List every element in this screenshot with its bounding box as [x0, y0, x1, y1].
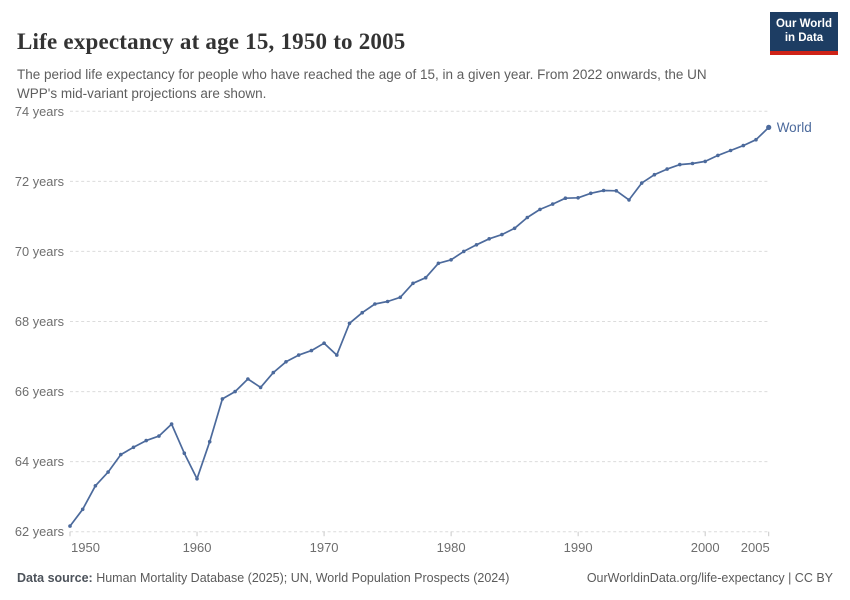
data-point: [665, 167, 669, 171]
data-point: [296, 353, 301, 357]
data-point: [398, 295, 403, 300]
y-axis-tick-label: 62 years: [15, 524, 64, 539]
data-point: [512, 226, 517, 231]
data-point: [678, 162, 682, 167]
data-point: [423, 275, 428, 280]
y-axis-tick-label: 74 years: [15, 104, 64, 119]
data-point: [550, 202, 555, 206]
data-source: Data source: Human Mortality Database (2…: [17, 571, 509, 585]
series-line: [69, 126, 770, 527]
data-point: [652, 172, 657, 177]
x-axis-tick-label: 1970: [310, 540, 339, 555]
data-point: [271, 370, 276, 375]
data-point: [474, 243, 479, 247]
data-point: [144, 438, 148, 443]
data-point: [690, 161, 695, 166]
chart-title: Life expectancy at age 15, 1950 to 2005: [17, 29, 406, 55]
data-point: [576, 196, 580, 200]
data-point: [436, 261, 441, 266]
data-point: [93, 484, 98, 488]
data-point: [601, 188, 606, 193]
data-point: [284, 360, 288, 364]
x-axis-tick-label: 2005: [741, 540, 770, 555]
data-source-label: Data source:: [17, 571, 93, 585]
data-point: [728, 148, 733, 153]
data-point: [449, 258, 453, 262]
data-point: [246, 377, 250, 381]
data-point: [182, 451, 187, 456]
data-point: [195, 477, 199, 481]
owid-logo[interactable]: Our World in Data: [770, 12, 838, 55]
y-axis-tick-label: 64 years: [15, 454, 64, 469]
data-point: [106, 470, 110, 474]
chart-subtitle: The period life expectancy for people wh…: [17, 66, 707, 102]
data-point: [169, 422, 174, 426]
data-point: [258, 385, 263, 390]
data-point: [220, 397, 225, 401]
y-axis-tick-label: 72 years: [15, 174, 64, 189]
data-point: [360, 310, 365, 315]
data-point: [385, 299, 390, 304]
x-axis-tick-label: 1950: [71, 540, 100, 555]
data-point: [716, 153, 720, 158]
data-point: [80, 507, 85, 512]
series-label: World: [777, 120, 812, 135]
data-point: [322, 341, 326, 346]
data-point: [462, 249, 466, 254]
data-point: [766, 124, 772, 130]
data-point: [627, 198, 631, 202]
y-axis-tick-label: 66 years: [15, 384, 64, 399]
data-point: [487, 237, 492, 241]
x-axis-tick-label: 1980: [437, 540, 466, 555]
data-source-text: Human Mortality Database (2025); UN, Wor…: [92, 571, 510, 585]
data-point: [309, 348, 314, 353]
owid-logo-line2: in Data: [784, 31, 824, 44]
attribution-link[interactable]: OurWorldinData.org/life-expectancy | CC …: [586, 571, 833, 585]
data-point: [157, 434, 161, 438]
data-point: [589, 191, 593, 196]
data-point: [131, 445, 136, 450]
data-point: [563, 196, 568, 200]
data-point: [335, 353, 339, 357]
data-point: [347, 321, 352, 326]
data-point: [119, 452, 123, 457]
chart-footer: Data source: Human Mortality Database (2…: [17, 571, 833, 585]
data-point: [207, 439, 212, 444]
data-point: [639, 181, 644, 185]
data-point: [373, 302, 377, 306]
data-point: [68, 524, 72, 528]
data-point: [614, 189, 619, 193]
data-point: [754, 137, 758, 142]
x-axis-tick-label: 1960: [183, 540, 212, 555]
data-point: [538, 207, 542, 212]
data-point: [525, 215, 530, 220]
x-axis-tick-label: 1990: [564, 540, 593, 555]
data-point: [233, 389, 237, 394]
data-point: [741, 143, 746, 148]
y-axis-tick-label: 68 years: [15, 314, 64, 329]
data-point: [411, 281, 415, 286]
data-point: [500, 232, 504, 237]
y-axis-tick-label: 70 years: [15, 244, 64, 259]
x-axis-tick-label: 2000: [691, 540, 720, 555]
data-point: [703, 159, 707, 164]
owid-logo-line1: Our World: [775, 18, 832, 30]
